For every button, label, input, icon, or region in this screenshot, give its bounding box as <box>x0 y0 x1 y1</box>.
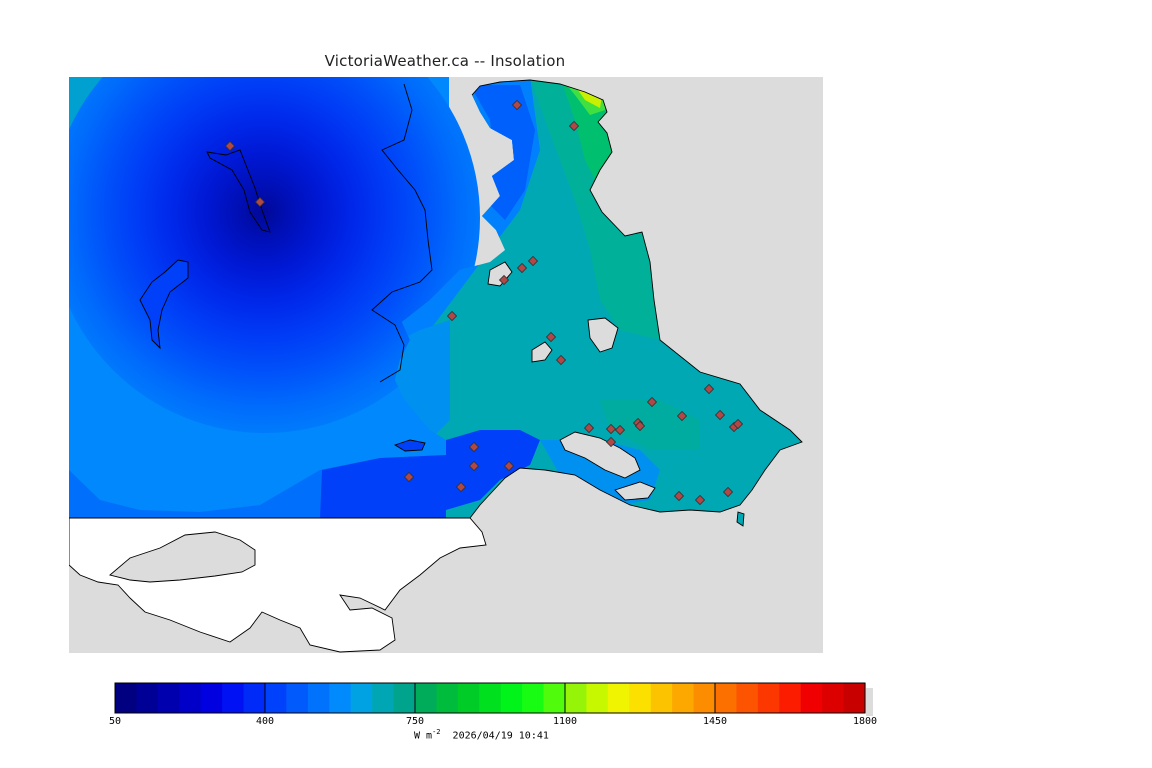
station-marker <box>568 120 580 132</box>
station-marker <box>527 255 539 267</box>
colorbar-cell <box>629 683 652 713</box>
station-marker <box>403 471 415 483</box>
coast-left-of-peninsula <box>371 83 433 383</box>
colorbar-cell <box>243 683 266 713</box>
colorbar-tick-label: 50 <box>108 716 122 727</box>
station-marker <box>714 409 726 421</box>
islet-south <box>736 511 745 527</box>
station-marker <box>646 396 658 408</box>
colorbar-cell <box>822 683 845 713</box>
units-exponent: -2 <box>432 728 441 736</box>
station-marker <box>732 418 744 430</box>
station-marker <box>605 423 617 435</box>
colorbar-tick-label: 750 <box>405 716 425 727</box>
colorbar-cell <box>436 683 459 713</box>
station-marker <box>555 354 567 366</box>
harbour-inlet-2 <box>614 481 656 501</box>
station-marker <box>614 424 626 436</box>
colorbar-cell <box>179 683 202 713</box>
colorbar-cell <box>522 683 545 713</box>
colorbar-cell <box>586 683 609 713</box>
station-marker <box>676 410 688 422</box>
colorbar-cell <box>157 683 180 713</box>
colorbar-cell <box>136 683 159 713</box>
small-island <box>393 439 426 452</box>
station-marker <box>503 460 515 472</box>
colorbar-cell <box>693 683 716 713</box>
colorbar-cell <box>307 683 330 713</box>
colorbar-cell <box>650 683 673 713</box>
station-marker <box>468 460 480 472</box>
station-marker <box>511 99 523 111</box>
west-island <box>139 259 189 350</box>
station-marker <box>673 490 685 502</box>
station-marker <box>583 422 595 434</box>
colorbar-cell <box>372 683 395 713</box>
colorbar-tick-label: 1100 <box>552 716 578 727</box>
station-marker <box>498 274 510 286</box>
colorbar-cell <box>715 683 738 713</box>
colorbar-units: W m-2 2026/04/19 10:41 <box>414 728 549 741</box>
west-inlet <box>206 149 271 233</box>
lake-small <box>531 341 553 363</box>
colorbar-cell <box>800 683 823 713</box>
timestamp: 2026/04/19 10:41 <box>452 730 549 742</box>
station-markers <box>224 99 744 506</box>
colorbar-tick-label: 1450 <box>702 716 728 727</box>
station-marker <box>455 481 467 493</box>
station-marker <box>254 196 266 208</box>
colorbar-cell <box>393 683 416 713</box>
station-marker <box>516 262 528 274</box>
station-marker <box>694 494 706 506</box>
station-marker <box>545 331 557 343</box>
colorbar-cell <box>265 683 288 713</box>
station-marker <box>605 436 617 448</box>
colorbar-cell <box>222 683 245 713</box>
colorbar-cell <box>757 683 780 713</box>
west-field <box>69 77 495 518</box>
colorbar-cell <box>672 683 695 713</box>
colorbar-cell <box>115 683 138 713</box>
colorbar-cell <box>457 683 480 713</box>
map-title: VictoriaWeather.ca -- Insolation <box>324 52 566 70</box>
station-marker <box>634 420 646 432</box>
colorbar-cell <box>565 683 588 713</box>
station-marker <box>224 140 236 152</box>
station-marker <box>722 486 734 498</box>
lake-east <box>587 317 619 353</box>
colorbar-cell <box>200 683 223 713</box>
colorbar-cell <box>500 683 523 713</box>
units-label: W m <box>414 730 433 742</box>
colorbar-tick-label: 1800 <box>852 716 878 727</box>
colorbar-cell <box>607 683 630 713</box>
colorbar-cell <box>779 683 802 713</box>
station-marker <box>446 310 458 322</box>
colorbar-cell <box>736 683 759 713</box>
colorbar-cell <box>543 683 566 713</box>
colorbar-cell <box>329 683 352 713</box>
colorbar-cell <box>350 683 373 713</box>
colorbar-cell <box>286 683 309 713</box>
colorbar-cell <box>843 683 866 713</box>
station-marker <box>703 383 715 395</box>
colorbar-cell <box>479 683 502 713</box>
harbour-inlet <box>559 431 641 479</box>
station-marker <box>468 441 480 453</box>
colorbar-cell <box>415 683 438 713</box>
east-land-outline <box>469 79 803 519</box>
inner-water <box>109 531 256 583</box>
colorbar-tick-label: 400 <box>255 716 275 727</box>
